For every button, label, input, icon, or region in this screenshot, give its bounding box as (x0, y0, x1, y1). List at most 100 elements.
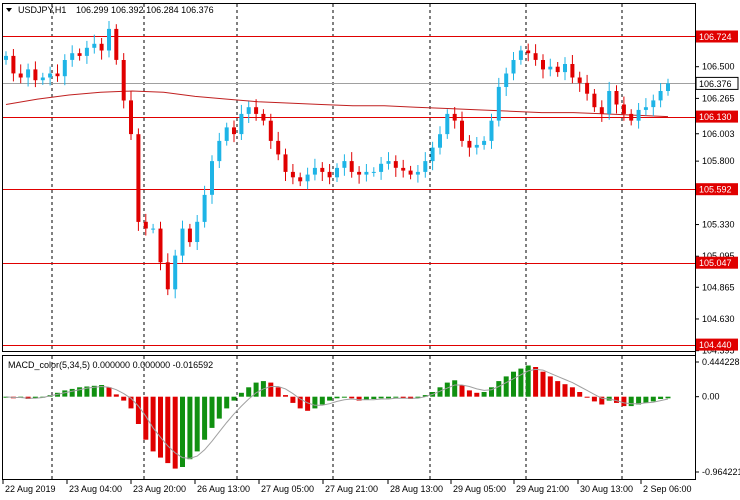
level-price-tag (696, 338, 738, 351)
x-tick-label: 22 Aug 2019 (5, 484, 56, 494)
macd-bar (246, 387, 252, 397)
candle-body (320, 167, 325, 172)
candle-body (158, 228, 163, 263)
macd-bar (459, 385, 465, 397)
candle-body (246, 107, 251, 114)
macd-bar (349, 396, 355, 399)
candle-body (84, 47, 89, 56)
macd-bar (665, 396, 671, 399)
candle-body (636, 109, 641, 121)
candle-body (261, 113, 266, 121)
candle-body (592, 93, 597, 108)
candle-body (563, 64, 567, 73)
candle-body (614, 91, 619, 105)
macd-bar (584, 396, 590, 398)
x-tick-label: 2 Sep 06:00 (643, 484, 692, 494)
x-tick-label: 26 Aug 13:00 (197, 484, 250, 494)
macd-bar (334, 396, 340, 399)
macd-bar (614, 396, 619, 403)
level-price-tag (696, 183, 738, 196)
macd-bar (312, 396, 318, 409)
candle-body (11, 55, 16, 74)
macd-bar (540, 371, 546, 397)
candle-body (548, 66, 553, 70)
macd-bar (209, 396, 215, 428)
y-tick-label: 105.095 (702, 251, 735, 261)
macd-bar (356, 396, 362, 401)
candle-body (312, 167, 317, 175)
macd-bar (547, 376, 553, 397)
macd-bar (238, 392, 244, 397)
candle-body (474, 144, 479, 148)
macd-bar (224, 396, 230, 409)
macd-bar (187, 396, 193, 460)
main-panel (2, 3, 696, 352)
macd-bar (91, 385, 97, 397)
candle-body (489, 120, 494, 141)
macd-bar (599, 396, 605, 405)
macd-bar (128, 396, 134, 409)
macd-bar (253, 382, 259, 397)
candle-body (276, 140, 281, 155)
level-price-label: 106.130 (699, 112, 732, 122)
macd-bar (150, 396, 156, 452)
macd-bar (172, 396, 178, 469)
candle-body (607, 91, 612, 114)
candle-body (143, 221, 148, 229)
macd-bar (466, 390, 472, 397)
symbol-dropdown-icon[interactable] (6, 8, 12, 12)
candle-body (629, 113, 634, 121)
macd-bar (533, 367, 539, 397)
candle-body (114, 28, 119, 60)
candle-body (327, 171, 332, 178)
macd-bar (444, 382, 450, 397)
macd-bar (113, 394, 119, 397)
macd-bar (650, 396, 656, 402)
macd-bar (77, 387, 83, 397)
candle-body (438, 134, 442, 148)
macd-bar (158, 396, 163, 458)
candle-body (379, 163, 384, 172)
candle-body (129, 100, 133, 135)
candle-body (371, 171, 376, 173)
macd-y-tick-label: -0.964221 (702, 467, 740, 477)
macd-bar (422, 395, 428, 397)
macd-bar (327, 396, 333, 401)
candle-body (92, 43, 97, 48)
candle-body (482, 140, 487, 145)
candle-body (460, 120, 464, 141)
macd-bar (216, 396, 222, 419)
candle-body (62, 60, 67, 77)
level-price-tag (696, 110, 738, 123)
macd-bar (452, 380, 458, 397)
x-tick-label: 30 Aug 13:00 (580, 484, 633, 494)
candle-body (4, 55, 8, 60)
macd-bar (69, 388, 75, 397)
candle-body (77, 53, 82, 56)
macd-bar (371, 396, 377, 399)
candle-body (658, 91, 663, 101)
y-tick-label: 106.003 (702, 129, 735, 139)
candle-body (290, 171, 295, 178)
candle-body (232, 127, 236, 135)
candle-body (393, 161, 398, 168)
macd-bar (400, 396, 406, 399)
y-tick-label: 105.800 (702, 156, 735, 166)
candle-body (467, 140, 472, 148)
macd-bar (628, 396, 634, 407)
x-tick-label: 29 Aug 05:00 (453, 484, 506, 494)
candle-body (283, 154, 288, 172)
macd-bar (319, 396, 325, 405)
candle-body (541, 60, 545, 70)
macd-bar (341, 396, 347, 398)
candle-body (99, 43, 104, 51)
macd-bar (621, 396, 627, 407)
y-tick-label: 104.865 (702, 282, 735, 292)
y-tick-label: 104.630 (702, 314, 735, 324)
candle-body (349, 161, 354, 172)
y-tick-label: 105.330 (702, 220, 735, 230)
macd-bar (393, 396, 399, 398)
macd-bar (194, 396, 200, 452)
candle-body (386, 161, 391, 164)
x-tick-label: 27 Aug 21:00 (325, 484, 378, 494)
